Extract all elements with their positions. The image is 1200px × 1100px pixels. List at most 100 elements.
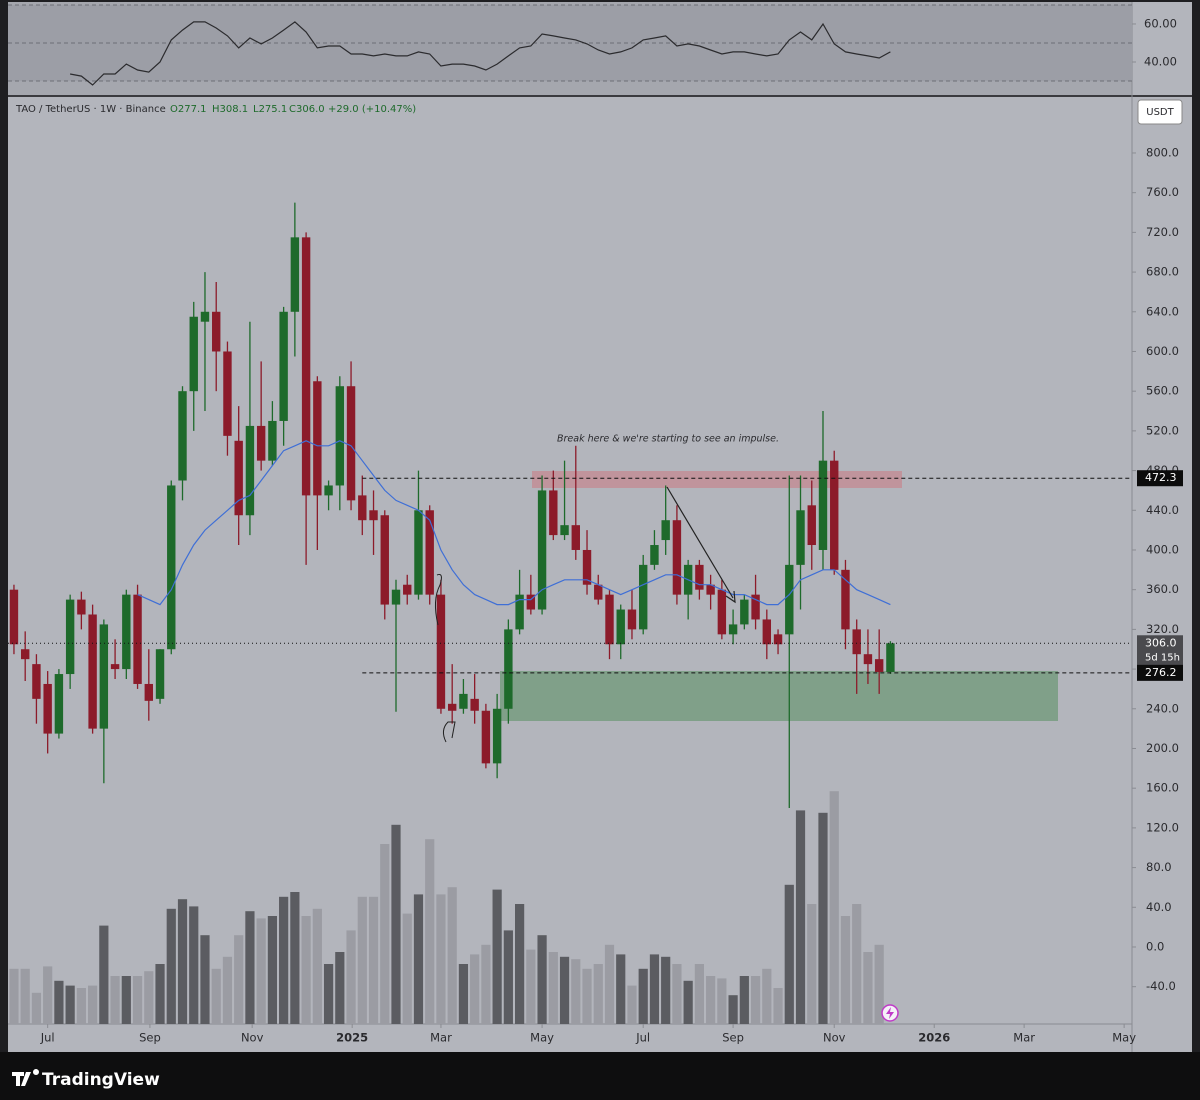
y-tick-label: 320.0 [1146, 622, 1179, 636]
volume-bar [616, 954, 626, 1024]
currency-button[interactable] [1137, 99, 1183, 125]
candle-body [335, 386, 345, 486]
volume-bar [773, 988, 783, 1024]
footer [0, 1052, 1200, 1100]
volume-bar [604, 944, 615, 1024]
volume-bar [211, 968, 221, 1024]
candle-body [886, 643, 895, 672]
volume-bar [20, 968, 30, 1024]
y-tick-label: 800.0 [1146, 145, 1179, 159]
volume-bar [829, 791, 839, 1024]
volume-bar [99, 925, 109, 1024]
volume-bar [144, 971, 154, 1024]
volume-bar [852, 904, 862, 1024]
arrow-head [725, 590, 736, 604]
candle-body [605, 594, 614, 645]
volume-bar [481, 944, 491, 1024]
candle-body [740, 599, 749, 625]
candle-body [313, 381, 322, 496]
volume-bar [121, 976, 131, 1024]
volume-bar [189, 906, 199, 1024]
volume-bar [548, 952, 558, 1024]
currency-label[interactable]: USDT [1146, 107, 1174, 118]
y-tick-label: 40.00 [1144, 55, 1177, 69]
volume-bar [784, 884, 794, 1024]
x-tick-label: Mar [1013, 1031, 1035, 1045]
y-tick-label: 160.0 [1146, 781, 1179, 795]
ohlc-low: L275.1 [253, 104, 287, 115]
logo-mark [12, 1069, 39, 1086]
volume-bar [301, 916, 311, 1024]
supply-zone [532, 471, 902, 488]
volume-bar [132, 976, 143, 1024]
x-tick-label: May [530, 1031, 554, 1045]
volume-bar [649, 954, 660, 1024]
candle-body [639, 564, 648, 630]
candle-body [762, 619, 772, 645]
symbol-info: TAO / TetherUS · 1W · Binance [15, 104, 166, 115]
volume-bar [436, 894, 446, 1024]
scribble-arrow [442, 721, 456, 743]
volume-bar [357, 896, 367, 1024]
alert-bolt [886, 1007, 894, 1019]
volume-bar [54, 980, 64, 1024]
volume-bar [177, 899, 188, 1024]
candle-body [717, 589, 727, 635]
x-tick-label: Jul [40, 1031, 55, 1045]
candle-body [212, 311, 221, 352]
volume-bar [166, 908, 176, 1024]
candle-body [627, 609, 637, 630]
volume-bar [840, 916, 851, 1024]
volume-bar [368, 896, 379, 1024]
volume-bar [234, 935, 244, 1024]
candle-body [200, 311, 210, 322]
candle-body [582, 549, 592, 585]
change: +29.0 (+10.47%) [328, 104, 416, 115]
candle-body [88, 614, 97, 729]
volume-bar [582, 968, 592, 1024]
candle-body [515, 594, 524, 630]
volume-bar [571, 959, 581, 1024]
y-tick-label: 760.0 [1146, 185, 1179, 199]
ohlc-close: C306.0 [289, 104, 325, 115]
candle-body [268, 420, 277, 461]
volume-bar [335, 952, 345, 1024]
candle-body [492, 708, 502, 764]
x-tick-label: May [1112, 1031, 1136, 1045]
y-tick-label: 680.0 [1146, 265, 1179, 279]
candle-body [403, 584, 412, 595]
y-tick-label: 520.0 [1146, 423, 1179, 437]
volume-bar [762, 968, 772, 1024]
candle-body [807, 505, 816, 546]
candle-body [459, 693, 468, 709]
candle-body [223, 351, 232, 436]
candle-body [358, 495, 367, 521]
candle-body [504, 629, 513, 709]
candle-body [99, 624, 109, 729]
candle-body [414, 510, 423, 595]
y-tick-label: 720.0 [1146, 225, 1179, 239]
volume-bar [346, 930, 356, 1024]
y-tick-label: 560.0 [1146, 384, 1179, 398]
volume-bar [402, 913, 412, 1024]
countdown-label: 5d 15h [1145, 652, 1180, 663]
candle-body [110, 664, 120, 670]
candle-body [571, 525, 580, 550]
y-tick-label: 440.0 [1146, 503, 1179, 517]
volume-bar [728, 995, 738, 1024]
candle-body [54, 674, 64, 734]
price-label-box [1137, 470, 1183, 487]
x-tick-label: Jul [635, 1031, 650, 1045]
candle-body [245, 425, 255, 516]
price-label: 306.0 [1145, 636, 1177, 649]
x-tick-label: Sep [139, 1031, 161, 1045]
candle-body [346, 386, 356, 501]
brand: TradingView [42, 1070, 160, 1090]
volume-bar [256, 918, 266, 1024]
volume-bar [76, 988, 86, 1024]
chart-area [8, 2, 1192, 1052]
price-label-box [1137, 664, 1183, 681]
volume-bar [537, 935, 547, 1024]
candle-body [672, 520, 682, 595]
candle-body [728, 624, 738, 635]
